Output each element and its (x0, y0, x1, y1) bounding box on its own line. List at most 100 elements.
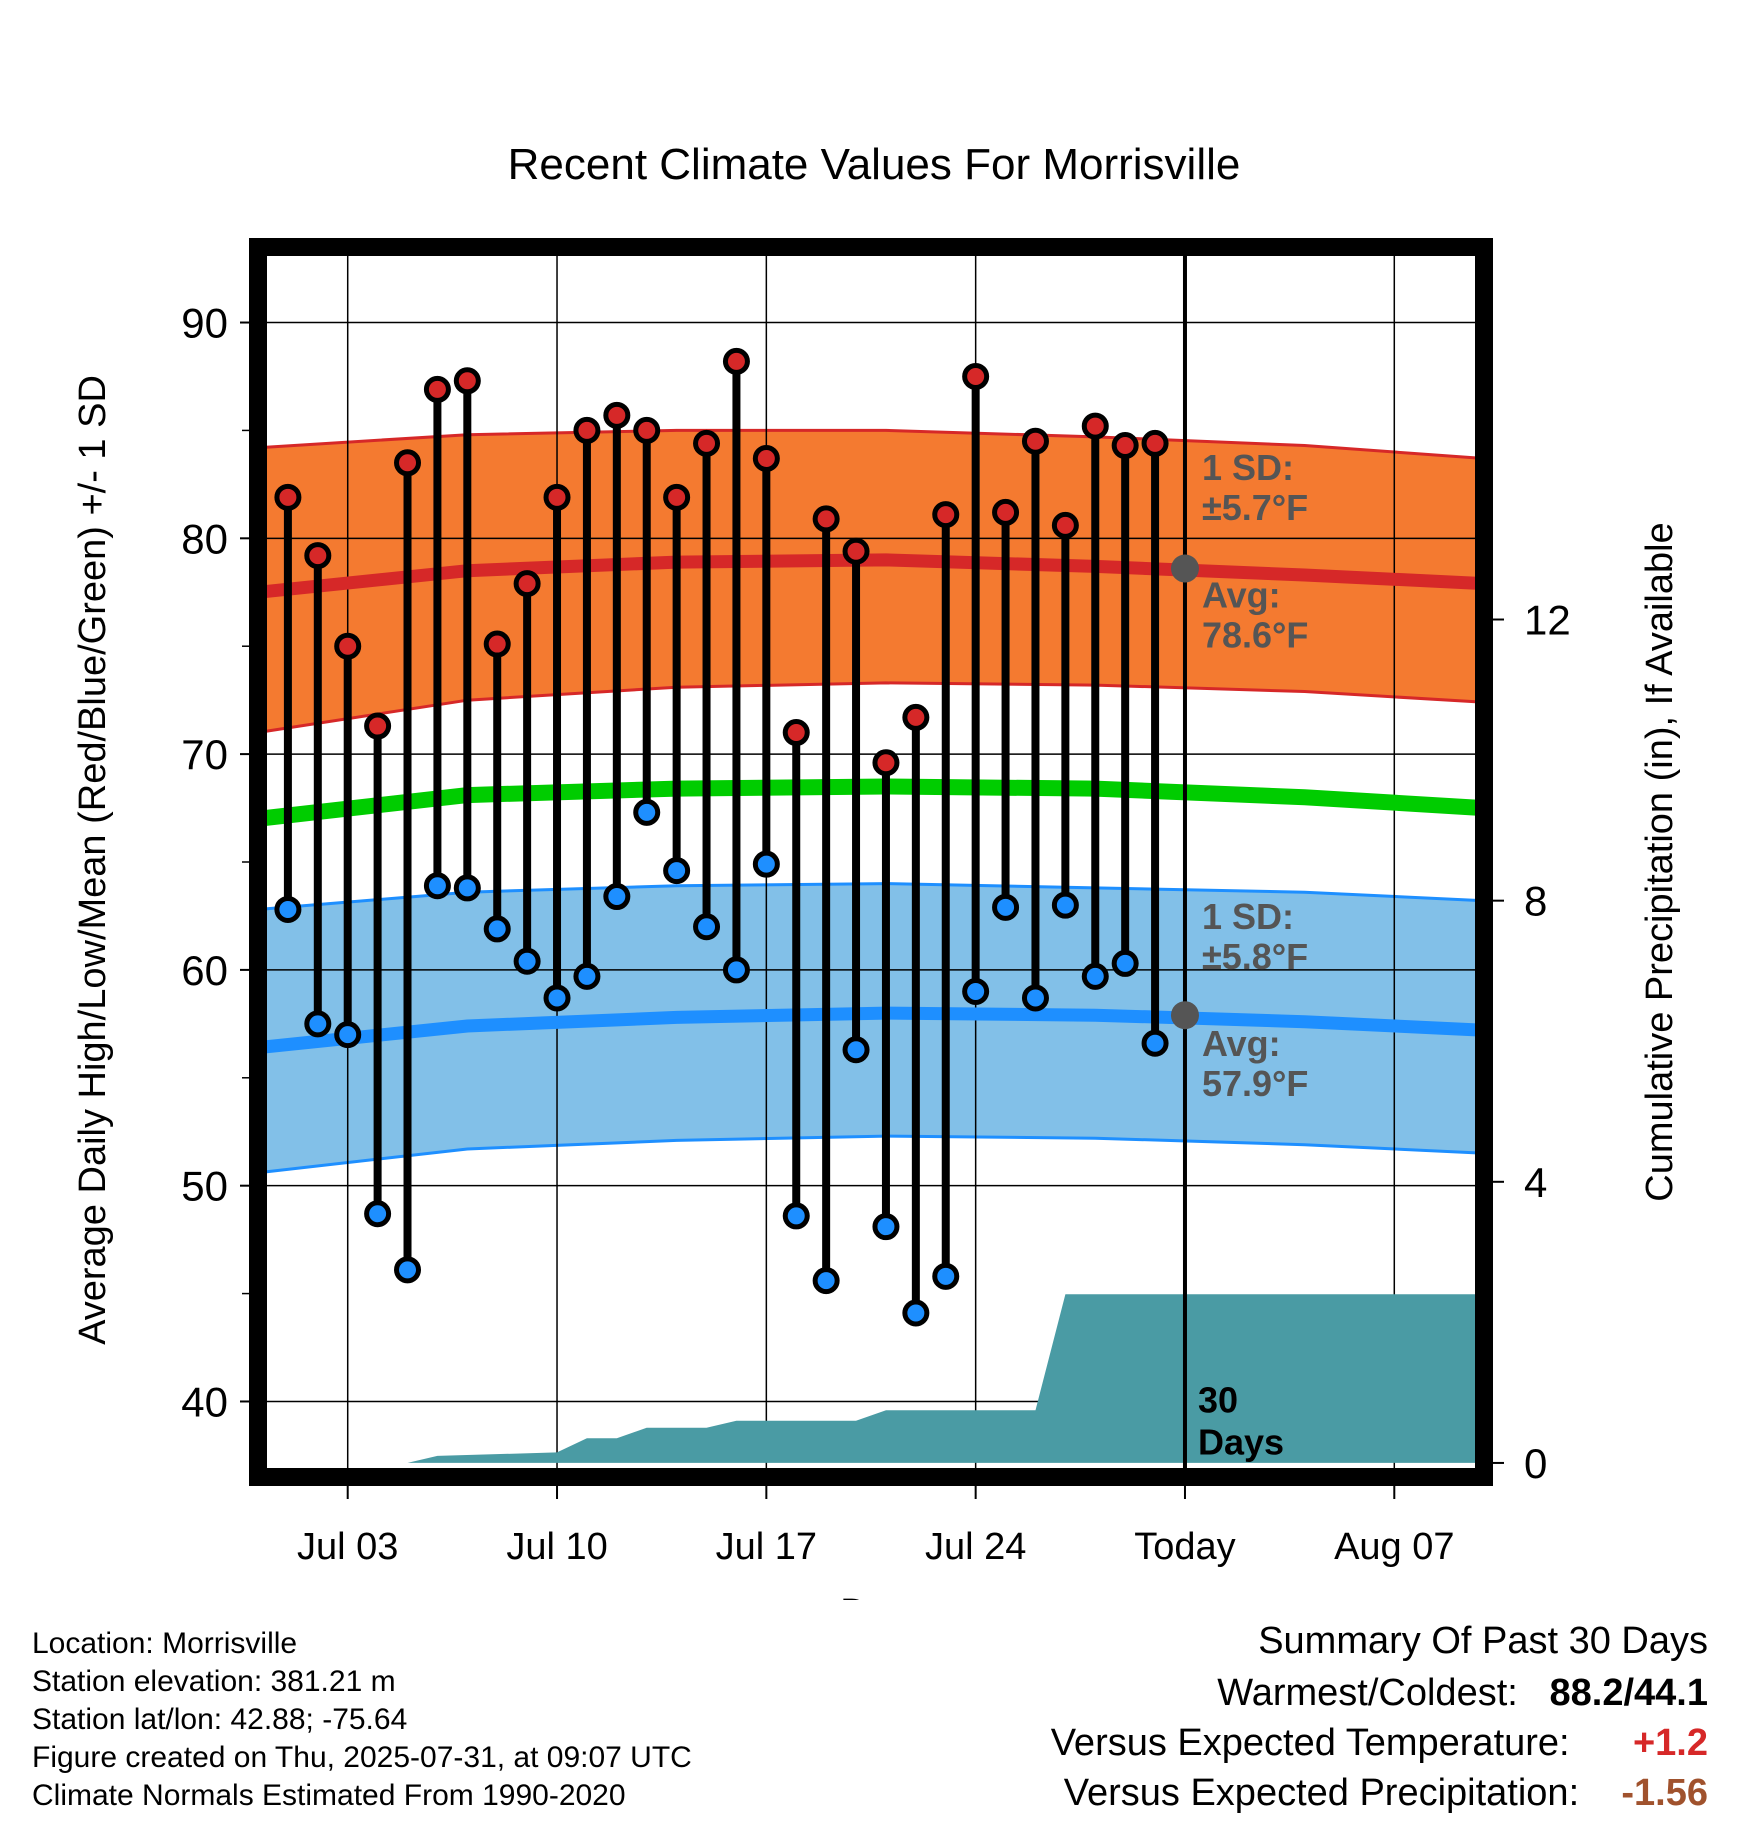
daily-high-point (1081, 412, 1109, 440)
daily-low-point (573, 962, 601, 990)
daily-high-point (1141, 429, 1169, 457)
x-tick-label: Today (1134, 1526, 1235, 1568)
daily-high-point (364, 712, 392, 740)
y2-tick-label: 8 (1524, 878, 1547, 925)
y-tick-label: 80 (181, 515, 228, 562)
daily-high-point (1111, 432, 1139, 460)
daily-low-point (304, 1010, 332, 1038)
y2-tick-label: 12 (1524, 597, 1571, 644)
daily-low-point (812, 1267, 840, 1295)
daily-low-point (932, 1262, 960, 1290)
climate-chart: Recent Climate Values For Morrisville 1 … (72, 140, 1681, 1600)
window-days-label: 30 Days (1198, 1379, 1284, 1462)
precip-label: Versus Expected Precipitation: (1063, 1772, 1580, 1814)
temp-value: +1.2 (1632, 1722, 1708, 1764)
x-tick-label: Aug 07 (1334, 1526, 1454, 1568)
data-marks: 1 SD: ±5.7°F Avg: 78.6°F 1 SD: ±5.8°F Avg: 57.9… (274, 247, 1308, 1477)
x-tick-label: Jul 03 (297, 1526, 398, 1568)
daily-low-point (1111, 949, 1139, 977)
y2-axis-label: Cumulative Precipitation (in), If Availa… (1639, 522, 1681, 1201)
daily-high-point (1021, 427, 1049, 455)
daily-high-point (543, 483, 571, 511)
daily-low-point (633, 798, 661, 826)
daily-low-point (722, 956, 750, 984)
y-tick-label: 70 (181, 731, 228, 778)
low-sd-annotation: 1 SD: ±5.8°F (1202, 896, 1308, 977)
daily-high-point (394, 449, 422, 477)
daily-high-point (513, 570, 541, 598)
y-tick-label: 40 (181, 1378, 228, 1425)
y-tick-label: 90 (181, 300, 228, 347)
daily-high-point (872, 749, 900, 777)
y-tick-label: 50 (181, 1163, 228, 1210)
daily-high-point (752, 444, 780, 472)
y2-tick-label: 0 (1524, 1440, 1547, 1487)
daily-high-point (304, 542, 332, 570)
location-text: Location: Morrisville (32, 1627, 298, 1660)
daily-high-point (573, 416, 601, 444)
daily-low-point (274, 895, 302, 923)
daily-low-point (394, 1256, 422, 1284)
x-tick-label: Jul 10 (506, 1526, 607, 1568)
x-tick-label: Jul 17 (716, 1526, 817, 1568)
daily-high-point (423, 375, 451, 403)
summary-title: Summary Of Past 30 Days (1258, 1620, 1708, 1662)
warm-cold-value: 88.2/44.1 (1549, 1672, 1708, 1714)
normals-text: Climate Normals Estimated From 1990-2020 (32, 1779, 626, 1812)
daily-low-point (603, 883, 631, 911)
warm-cold-label: Warmest/Coldest: (1217, 1672, 1518, 1714)
daily-low-point (872, 1213, 900, 1241)
daily-high-point (782, 719, 810, 747)
daily-high-point (663, 483, 691, 511)
daily-high-point (722, 347, 750, 375)
daily-low-point (453, 874, 481, 902)
y-tick-label: 60 (181, 947, 228, 994)
today-low-avg-marker (1170, 1001, 1199, 1030)
today-high-avg-marker (1170, 554, 1199, 583)
chart-title: Recent Climate Values For Morrisville (508, 140, 1241, 189)
daily-low-point (1051, 891, 1079, 919)
x-tick-label: Jul 24 (925, 1526, 1026, 1568)
daily-high-point (693, 429, 721, 457)
daily-high-point (1051, 511, 1079, 539)
high-sd-band (258, 430, 1484, 733)
daily-low-point (663, 857, 691, 885)
daily-high-point (603, 401, 631, 429)
daily-low-point (1081, 962, 1109, 990)
latlon-text: Station lat/lon: 42.88; -75.64 (32, 1703, 408, 1736)
daily-low-point (902, 1299, 930, 1327)
daily-low-point (423, 872, 451, 900)
daily-high-point (334, 632, 362, 660)
daily-high-point (483, 630, 511, 658)
daily-high-point (932, 501, 960, 529)
x-axis-label: Day (840, 1592, 908, 1600)
daily-high-point (453, 367, 481, 395)
y-axis-label: Average Daily High/Low/Mean (Red/Blue/Gr… (72, 375, 114, 1345)
daily-low-point (513, 947, 541, 975)
plot-area (257, 247, 1485, 1477)
mean-line (257, 778, 1485, 827)
precip-value: -1.56 (1621, 1772, 1708, 1814)
daily-low-point (962, 977, 990, 1005)
daily-high-point (812, 505, 840, 533)
daily-high-point (842, 537, 870, 565)
daily-low-point (752, 850, 780, 878)
daily-low-point (1021, 984, 1049, 1012)
summary-temp: Versus Expected Temperature: +1.2 (1051, 1722, 1708, 1765)
temp-label: Versus Expected Temperature: (1050, 1722, 1570, 1764)
summary-precip: Versus Expected Precipitation: -1.56 (1064, 1772, 1708, 1815)
created-text: Figure created on Thu, 2025-07-31, at 09… (32, 1741, 692, 1774)
daily-high-point (992, 498, 1020, 526)
daily-low-point (992, 893, 1020, 921)
low-avg-annotation: Avg: 57.9°F (1202, 1023, 1308, 1104)
axes: 40 50 60 70 80 90 0 4 8 12 Jul 03 Jul 10 Jul 17 Jul 2… (181, 300, 1570, 1568)
daily-low-point (1141, 1029, 1169, 1057)
daily-high-point (962, 362, 990, 390)
plot-frame (249, 238, 1493, 1486)
precip-area (258, 1294, 1484, 1463)
daily-high-point (633, 416, 661, 444)
daily-low-point (782, 1202, 810, 1230)
summary-warm-cold: Warmest/Coldest: 88.2/44.1 (1217, 1672, 1708, 1715)
daily-low-point (842, 1036, 870, 1064)
daily-low-point (693, 913, 721, 941)
